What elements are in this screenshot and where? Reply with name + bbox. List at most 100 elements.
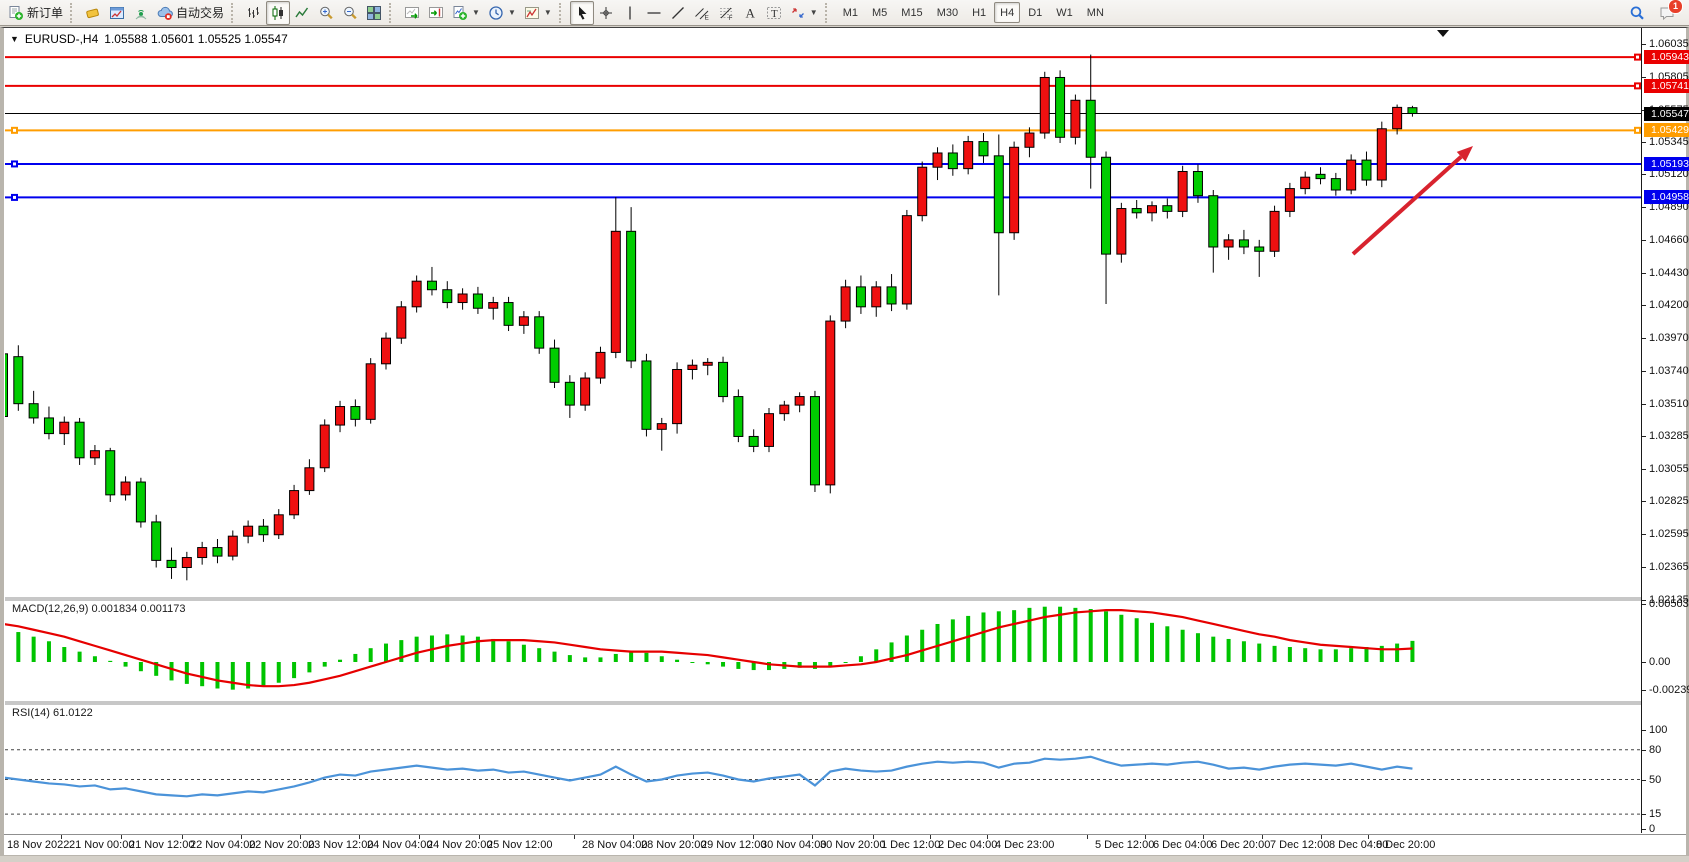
axis-tick [1642,305,1646,307]
time-tick [574,835,575,839]
autotrading-button[interactable]: 自动交易 [153,1,228,25]
candle [472,286,483,314]
macd-histogram-bar [475,636,480,662]
chart-canvas[interactable] [5,28,1641,833]
candle [672,362,683,434]
trendline-button[interactable] [666,1,690,25]
time-label: 2 Dec 04:00 [938,839,998,851]
macd-histogram-bar [1257,643,1262,662]
timeframe-d1-button[interactable]: D1 [1028,6,1043,19]
candle [1300,171,1311,195]
macd-histogram-bar [384,643,388,662]
price-axis[interactable]: 1.060351.058051.055751.053451.051201.048… [1642,28,1689,835]
chevron-down-icon[interactable]: ▼ [809,8,818,17]
macd-histogram-bar [1104,611,1109,662]
time-label: 8 Dec 20:00 [1376,839,1436,851]
new-chart-button[interactable] [105,1,129,25]
chevron-down-icon[interactable]: ▼ [472,8,480,17]
autotrading-button-label: 自动交易 [176,6,225,20]
price-badge: 1.04958 [1644,190,1689,205]
axis-tick [1642,730,1646,731]
candle [1330,172,1341,196]
candle [1116,202,1127,263]
axis-tick [1642,370,1646,372]
candle [978,133,989,163]
autotrading-icon [157,5,173,21]
timeframe-m5-button[interactable]: M5 [872,6,888,19]
price-tick-label: 1.04200 [1649,299,1689,312]
chart-collapse-icon[interactable]: ▼ [10,34,19,44]
macd-histogram-bar [77,651,82,662]
zoom-in-button[interactable] [314,1,338,25]
candle [1147,201,1157,222]
macd-histogram-bar [138,662,143,672]
macd-histogram-bar [414,636,419,662]
auto-scroll-button[interactable] [400,1,424,25]
cursor-icon [574,5,590,21]
macd-histogram-bar [981,612,986,662]
time-axis[interactable]: 18 Nov 2022 21 Nov 00:00 21 Nov 12:00 22 No… [4,834,1686,855]
macd-histogram-bar [751,662,756,671]
candle [1101,151,1112,304]
price-tick-label: 1.02595 [1649,528,1689,541]
time-label: 29 Nov 12:00 [701,839,767,851]
timeframe-mn-button[interactable]: MN [1086,6,1104,19]
candle [1269,205,1280,257]
candle [1085,54,1096,189]
arrows-button[interactable]: ▼ [786,1,822,25]
indicators-button[interactable]: ▼ [448,1,484,25]
crosshair-button[interactable] [594,1,618,25]
templates-button[interactable]: ▼ [520,1,556,25]
timeframe-w1-button[interactable]: W1 [1056,6,1073,19]
bar-chart-button[interactable] [242,1,266,25]
time-label: 21 Nov 12:00 [129,839,195,851]
macd-histogram-bar [552,651,557,662]
periods-button[interactable]: ▼ [484,1,520,25]
price-tick-label: 1.02825 [1649,495,1689,508]
new-order-button[interactable]: 新订单 [4,1,67,25]
candle [120,476,131,501]
timeframe-m15-button[interactable]: M15 [901,6,923,19]
candle [74,417,85,465]
search-button[interactable] [1625,1,1649,25]
vertical-line-button[interactable] [618,1,642,25]
rsi-axis-label: 100 [1649,724,1668,736]
candlestick-button[interactable] [266,0,291,25]
time-tick [1087,835,1088,839]
macd-histogram-bar [1073,607,1078,662]
macd-histogram-bar [935,623,940,662]
text-button[interactable]: A [738,1,762,25]
toolbar-separator [70,2,78,23]
notifications-button[interactable]: 1 [1655,0,1683,25]
zoom-out-button[interactable] [338,1,362,25]
line-chart-button[interactable] [290,1,314,25]
candle [748,429,759,453]
horizontal-line-button[interactable] [642,1,666,25]
metaeditor-button[interactable] [81,1,105,25]
macd-histogram-bar [797,662,802,668]
timeframe-m1-button[interactable]: M1 [842,6,858,19]
macd-histogram-bar [1211,636,1216,662]
axis-tick [1642,435,1646,437]
price-tick-label: 1.04430 [1649,266,1689,279]
timeframe-h4-button[interactable]: H4 [994,2,1021,23]
timeframe-h1-button[interactable]: H1 [972,6,987,19]
candle [626,207,637,369]
time-label: 24 Nov 20:00 [427,839,493,851]
price-badge: 1.05429 [1644,123,1689,138]
timeframe-m30-button[interactable]: M30 [936,6,959,19]
text-label-button[interactable]: T [762,1,786,25]
signals-button[interactable] [129,1,153,25]
candle [197,541,208,565]
price-tick-label: 1.03285 [1649,429,1689,442]
chevron-down-icon[interactable]: ▼ [543,8,552,17]
chevron-down-icon[interactable]: ▼ [507,8,516,17]
cursor-button[interactable] [569,0,594,25]
ohlc-values: 1.05588 1.05601 1.05525 1.05547 [104,32,288,46]
channel-button[interactable]: E [690,1,714,25]
candle [1315,167,1326,185]
fibonacci-button[interactable]: F [714,1,738,25]
chart-shift-button[interactable] [424,1,448,25]
tile-windows-button[interactable] [362,1,386,25]
candle [825,315,836,494]
